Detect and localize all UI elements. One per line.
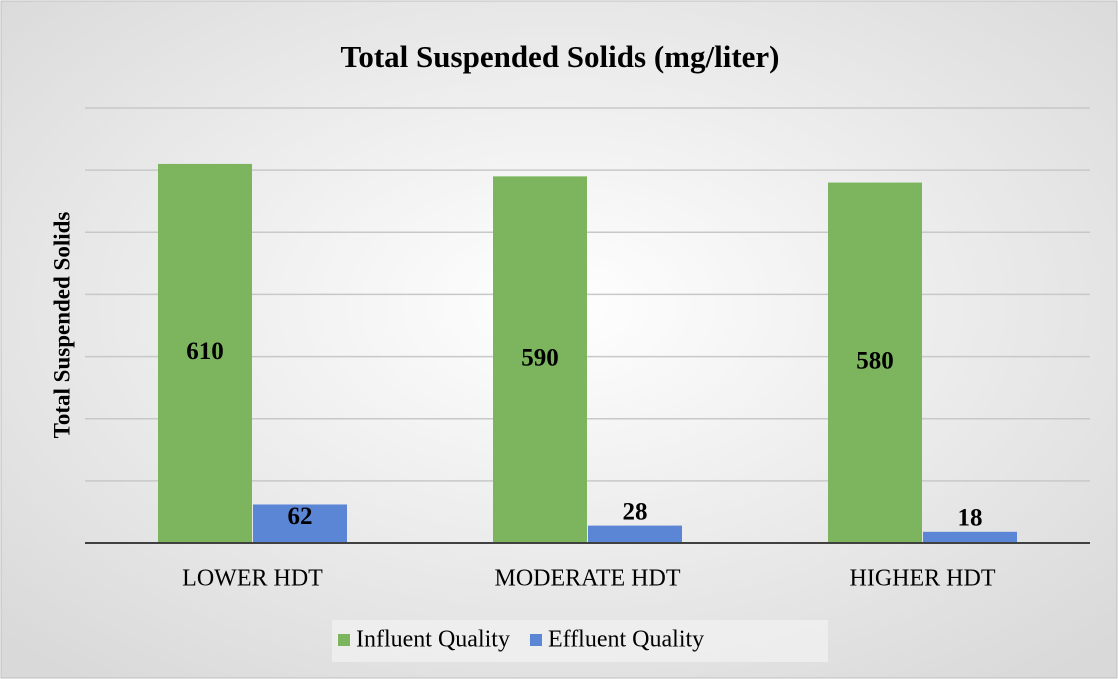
legend-label: Influent Quality <box>356 627 510 653</box>
bar <box>158 163 252 543</box>
y-axis-label: Total Suspended Solids <box>49 212 74 439</box>
bar <box>493 176 587 543</box>
legend-swatch <box>529 634 542 646</box>
legend-box <box>332 620 828 662</box>
data-label: 610 <box>186 338 224 365</box>
bar <box>923 531 1017 543</box>
chart-title: Total Suspended Solids (mg/liter) <box>341 39 780 74</box>
legend-label: Effluent Quality <box>548 627 704 653</box>
bar <box>828 182 922 544</box>
bar <box>253 504 347 543</box>
bar <box>588 525 682 543</box>
data-label: 580 <box>856 348 894 375</box>
data-label: 62 <box>288 503 313 530</box>
data-label: 28 <box>623 498 648 525</box>
x-tick-label: HIGHER HDT <box>850 566 996 592</box>
x-tick-label: MODERATE HDT <box>495 566 681 592</box>
legend-swatch <box>338 634 350 646</box>
x-tick-label: LOWER HDT <box>182 566 323 592</box>
data-label: 18 <box>958 505 983 532</box>
data-label: 590 <box>521 344 559 371</box>
